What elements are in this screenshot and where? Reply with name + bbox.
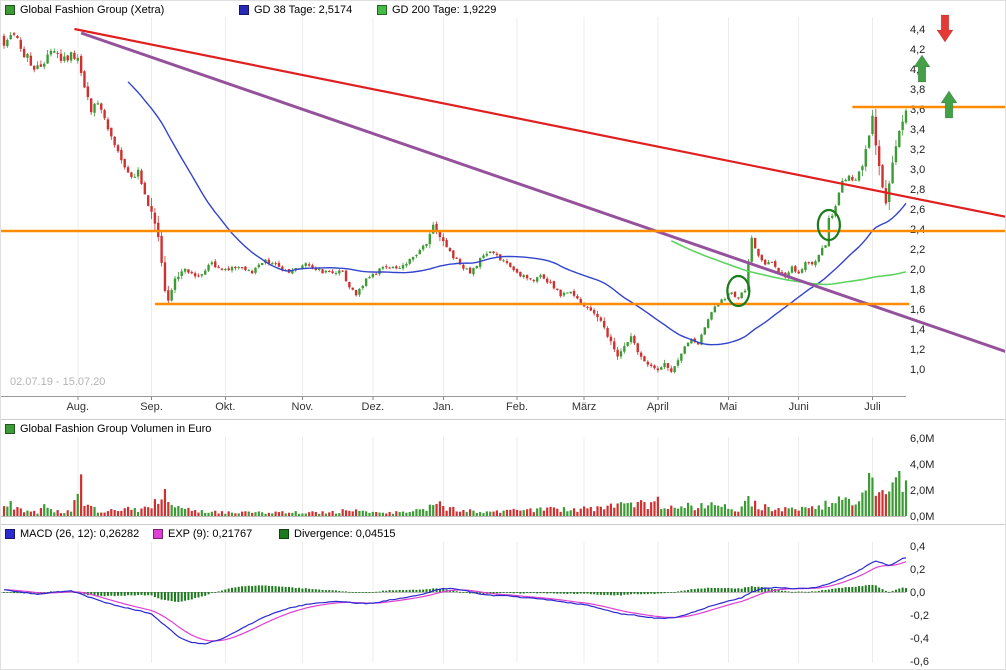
svg-text:März: März	[572, 401, 596, 413]
instrument-series-icon	[5, 5, 15, 15]
svg-text:0,0: 0,0	[910, 587, 925, 599]
svg-text:Sep.: Sep.	[140, 401, 163, 413]
svg-text:3,8: 3,8	[910, 84, 925, 96]
svg-text:3,4: 3,4	[910, 124, 925, 136]
exp-series-icon	[153, 529, 163, 539]
svg-text:4,2: 4,2	[910, 44, 925, 56]
svg-text:Mai: Mai	[719, 401, 737, 413]
svg-text:0,0M: 0,0M	[910, 511, 934, 523]
svg-text:0,4: 0,4	[910, 541, 925, 553]
svg-text:4,4: 4,4	[910, 24, 925, 36]
svg-text:Nov.: Nov.	[292, 401, 314, 413]
svg-text:6,0M: 6,0M	[910, 433, 934, 445]
svg-text:Juli: Juli	[864, 401, 881, 413]
svg-text:Aug.: Aug.	[66, 401, 89, 413]
legend-volume-label: Global Fashion Group Volumen in Euro	[20, 423, 212, 435]
svg-text:1,8: 1,8	[910, 284, 925, 296]
legend-gd200-label: GD 200 Tage: 1,9229	[392, 4, 497, 16]
svg-text:-0,6: -0,6	[910, 656, 929, 668]
svg-text:1,6: 1,6	[910, 304, 925, 316]
svg-text:April: April	[647, 401, 669, 413]
divergence-series-icon	[279, 529, 289, 539]
legend-gd38: GD 38 Tage: 2,5174	[239, 4, 352, 16]
gd38-series-icon	[239, 5, 249, 15]
legend-instrument-label: Global Fashion Group (Xetra)	[20, 4, 165, 16]
volume-series-icon	[5, 424, 15, 434]
legend-volume: Global Fashion Group Volumen in Euro	[5, 423, 211, 435]
svg-text:0,2: 0,2	[910, 564, 925, 576]
legend-instrument: Global Fashion Group (Xetra)	[5, 4, 164, 16]
svg-text:-0,2: -0,2	[910, 610, 929, 622]
svg-text:2,6: 2,6	[910, 204, 925, 216]
svg-text:-0,4: -0,4	[910, 633, 929, 645]
legend-divergence-label: Divergence: 0,04515	[294, 528, 396, 540]
svg-text:2,0M: 2,0M	[910, 485, 934, 497]
svg-text:3,2: 3,2	[910, 144, 925, 156]
svg-text:2,2: 2,2	[910, 244, 925, 256]
legend-gd200: GD 200 Tage: 1,9229	[377, 4, 496, 16]
svg-text:1,0: 1,0	[910, 364, 925, 376]
macd-legend: MACD (26, 12): 0,26282 EXP (9): 0,21767 …	[1, 528, 1005, 542]
date-range-label: 02.07.19 - 15.07.20	[10, 376, 106, 388]
svg-text:Juni: Juni	[789, 401, 809, 413]
svg-text:2,0: 2,0	[910, 264, 925, 276]
svg-text:2,8: 2,8	[910, 184, 925, 196]
legend-macd: MACD (26, 12): 0,26282	[5, 528, 139, 540]
svg-text:3,0: 3,0	[910, 164, 925, 176]
volume-legend: Global Fashion Group Volumen in Euro	[1, 423, 1005, 437]
svg-text:Okt.: Okt.	[215, 401, 235, 413]
gd200-series-icon	[377, 5, 387, 15]
svg-text:Feb.: Feb.	[506, 401, 528, 413]
legend-gd38-label: GD 38 Tage: 2,5174	[254, 4, 353, 16]
macd-series-icon	[5, 529, 15, 539]
price-legend: Global Fashion Group (Xetra) GD 38 Tage:…	[1, 4, 1005, 18]
legend-exp: EXP (9): 0,21767	[153, 528, 252, 540]
legend-macd-label: MACD (26, 12): 0,26282	[20, 528, 140, 540]
svg-text:1,2: 1,2	[910, 344, 925, 356]
svg-text:Jan.: Jan.	[433, 401, 454, 413]
svg-text:4,0M: 4,0M	[910, 459, 934, 471]
legend-divergence: Divergence: 0,04515	[279, 528, 396, 540]
svg-text:1,4: 1,4	[910, 324, 925, 336]
svg-text:Dez.: Dez.	[362, 401, 385, 413]
legend-exp-label: EXP (9): 0,21767	[168, 528, 253, 540]
